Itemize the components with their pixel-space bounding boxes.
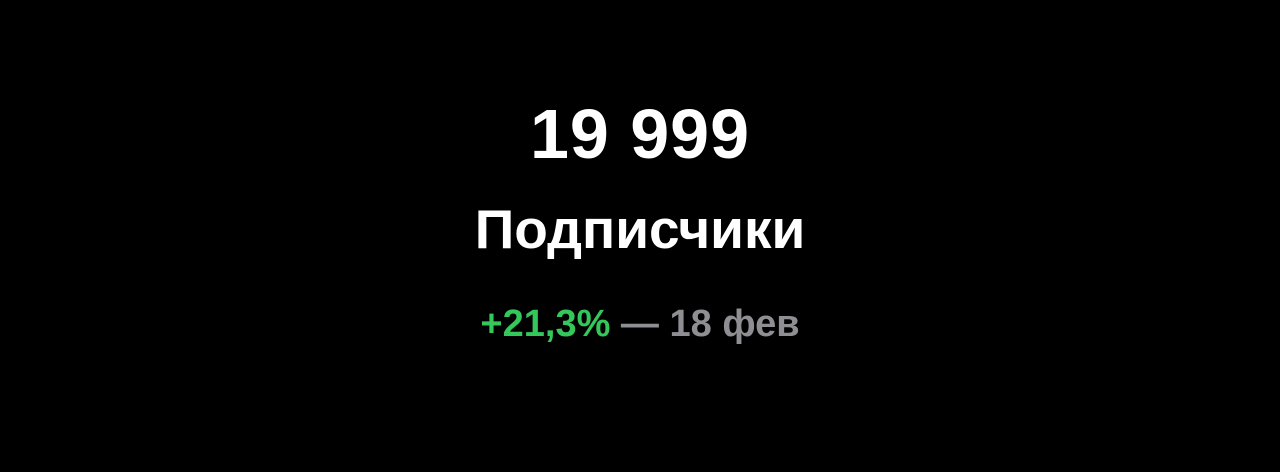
stat-label: Подписчики	[0, 196, 1280, 262]
subscriber-count: 19 999	[0, 92, 1280, 176]
change-percent: +21,3%	[480, 303, 610, 345]
stat-change-line: +21,3% — 18 фев	[0, 300, 1280, 348]
change-separator: —	[610, 303, 669, 345]
change-date: 18 фев	[670, 303, 800, 345]
